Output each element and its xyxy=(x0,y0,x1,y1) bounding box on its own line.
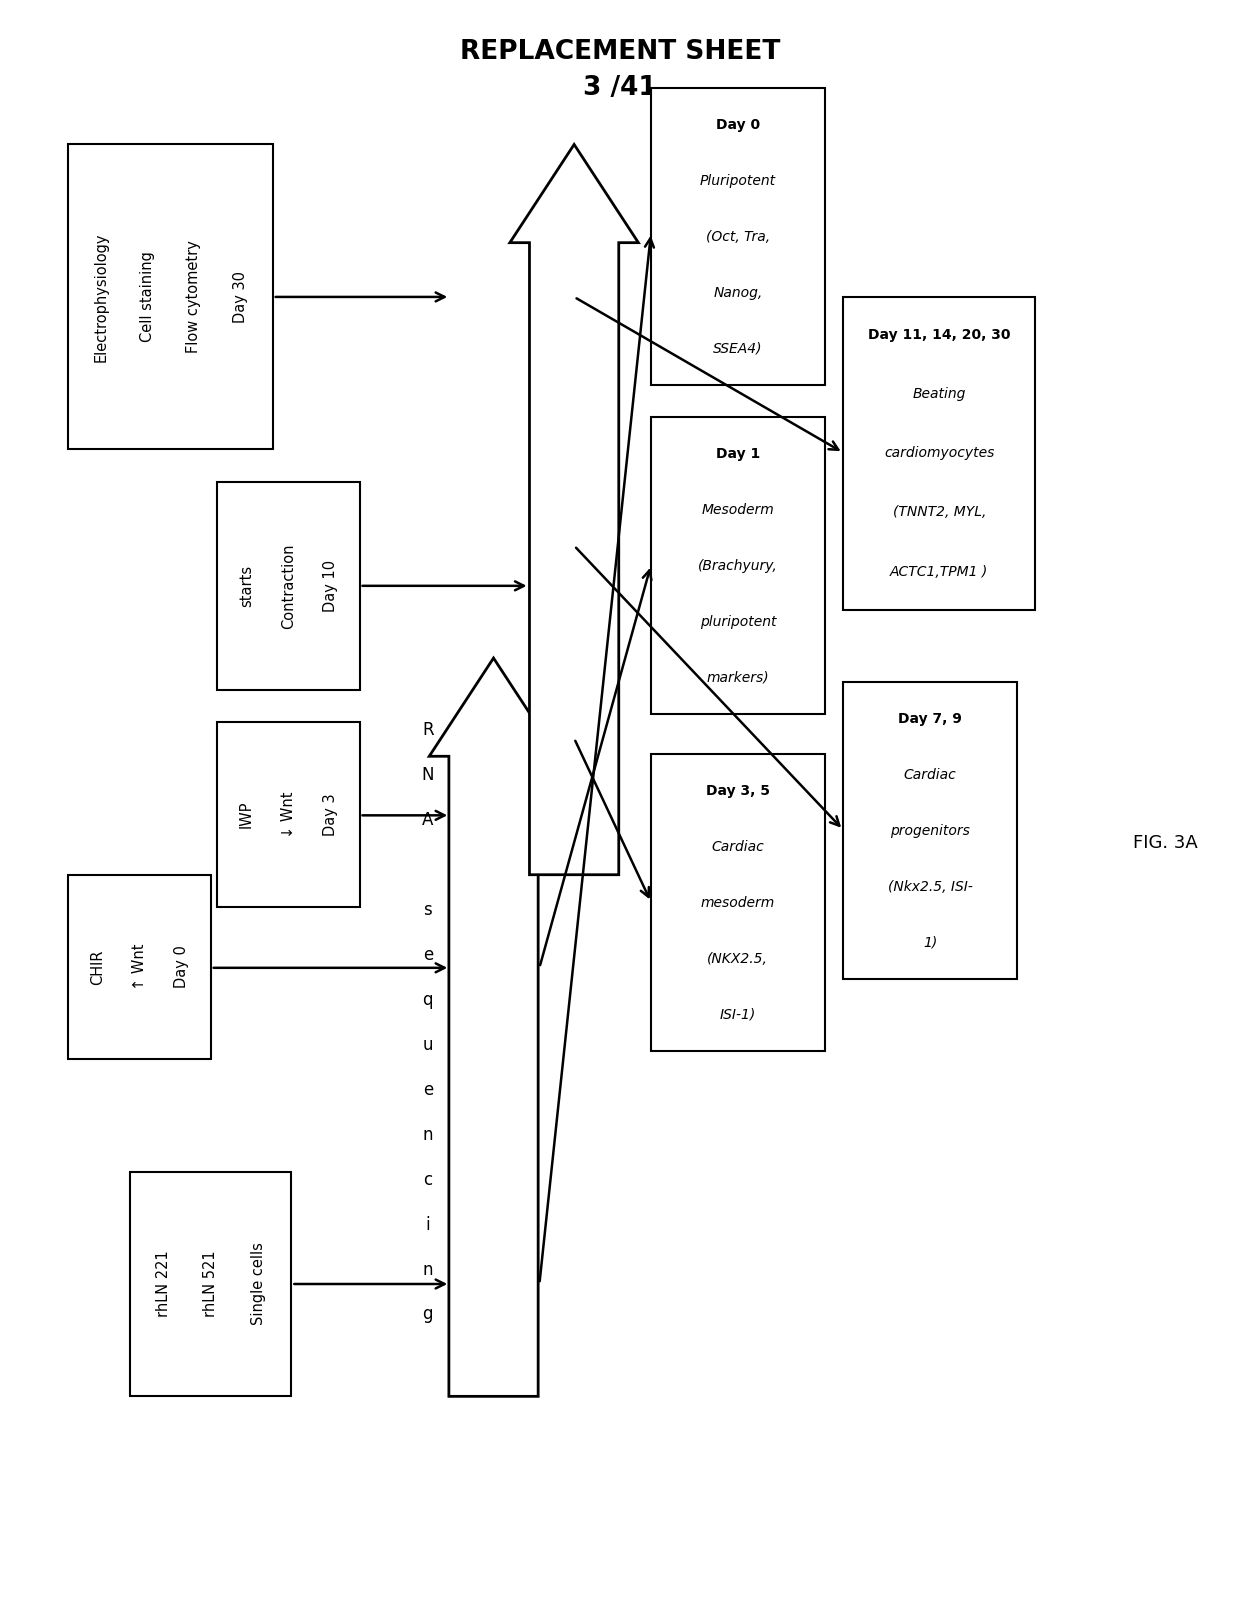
Text: Nanog,: Nanog, xyxy=(713,286,763,300)
FancyBboxPatch shape xyxy=(68,144,273,449)
Text: (TNNT2, MYL,: (TNNT2, MYL, xyxy=(893,506,986,520)
Text: Day 30: Day 30 xyxy=(233,271,248,323)
Text: mesoderm: mesoderm xyxy=(701,896,775,910)
Polygon shape xyxy=(429,658,558,1396)
Text: CHIR: CHIR xyxy=(91,949,105,985)
Text: Pluripotent: Pluripotent xyxy=(699,173,776,188)
Text: A: A xyxy=(422,811,434,830)
Text: starts: starts xyxy=(239,565,254,607)
Text: ↓ Wnt: ↓ Wnt xyxy=(280,791,296,838)
Text: Cell staining: Cell staining xyxy=(140,252,155,342)
Text: Day 3: Day 3 xyxy=(322,793,337,836)
FancyBboxPatch shape xyxy=(651,417,825,714)
Text: (Nkx2.5, ISI-: (Nkx2.5, ISI- xyxy=(888,880,972,894)
Text: Day 7, 9: Day 7, 9 xyxy=(898,711,962,725)
Text: Flow cytometry: Flow cytometry xyxy=(186,241,201,353)
Text: R: R xyxy=(422,721,434,740)
Text: Beating: Beating xyxy=(913,387,966,401)
Polygon shape xyxy=(510,144,639,875)
Text: c: c xyxy=(423,1170,433,1189)
Text: i: i xyxy=(425,1215,430,1234)
Text: (Brachyury,: (Brachyury, xyxy=(698,559,777,573)
Text: n: n xyxy=(423,1125,433,1144)
Text: Day 10: Day 10 xyxy=(322,560,337,612)
Text: cardiomyocytes: cardiomyocytes xyxy=(884,446,994,461)
Text: ACTC1,TPM1 ): ACTC1,TPM1 ) xyxy=(890,565,988,578)
Text: Day 3, 5: Day 3, 5 xyxy=(706,783,770,798)
Text: Day 11, 14, 20, 30: Day 11, 14, 20, 30 xyxy=(868,329,1011,342)
Text: 1): 1) xyxy=(923,936,937,950)
Text: s: s xyxy=(423,900,433,920)
Text: Single cells: Single cells xyxy=(250,1242,265,1326)
FancyBboxPatch shape xyxy=(130,1172,291,1396)
FancyBboxPatch shape xyxy=(651,754,825,1051)
FancyBboxPatch shape xyxy=(217,722,360,907)
Text: Mesoderm: Mesoderm xyxy=(702,502,774,517)
Text: IWP: IWP xyxy=(239,801,254,828)
FancyBboxPatch shape xyxy=(68,875,211,1059)
Text: n: n xyxy=(423,1260,433,1279)
Text: Contraction: Contraction xyxy=(280,542,296,629)
Text: Day 0: Day 0 xyxy=(715,117,760,132)
Text: N: N xyxy=(422,766,434,785)
FancyBboxPatch shape xyxy=(843,297,1035,610)
Text: REPLACEMENT SHEET: REPLACEMENT SHEET xyxy=(460,39,780,64)
Text: e: e xyxy=(423,945,433,965)
Text: pluripotent: pluripotent xyxy=(699,615,776,629)
Text: FIG. 3A: FIG. 3A xyxy=(1133,833,1198,852)
Text: rhLN 521: rhLN 521 xyxy=(203,1250,218,1318)
Text: Cardiac: Cardiac xyxy=(712,839,764,854)
Text: Electrophysiology: Electrophysiology xyxy=(93,233,108,361)
Text: progenitors: progenitors xyxy=(890,823,970,838)
FancyBboxPatch shape xyxy=(651,88,825,385)
Text: markers): markers) xyxy=(707,671,769,685)
Text: ↑ Wnt: ↑ Wnt xyxy=(131,944,148,990)
Text: Cardiac: Cardiac xyxy=(904,767,956,782)
Text: (Oct, Tra,: (Oct, Tra, xyxy=(706,230,770,244)
Text: SSEA4): SSEA4) xyxy=(713,342,763,356)
Text: e: e xyxy=(423,1080,433,1099)
Text: rhLN 221: rhLN 221 xyxy=(156,1250,171,1318)
FancyBboxPatch shape xyxy=(843,682,1017,979)
Text: (NKX2.5,: (NKX2.5, xyxy=(707,952,769,966)
Text: Day 0: Day 0 xyxy=(174,945,188,989)
Text: g: g xyxy=(423,1305,433,1324)
Text: Day 1: Day 1 xyxy=(715,446,760,461)
Text: 3 /41: 3 /41 xyxy=(583,75,657,101)
Text: u: u xyxy=(423,1035,433,1054)
Text: q: q xyxy=(423,990,433,1010)
FancyBboxPatch shape xyxy=(217,482,360,690)
Text: ISI-1): ISI-1) xyxy=(719,1008,756,1022)
